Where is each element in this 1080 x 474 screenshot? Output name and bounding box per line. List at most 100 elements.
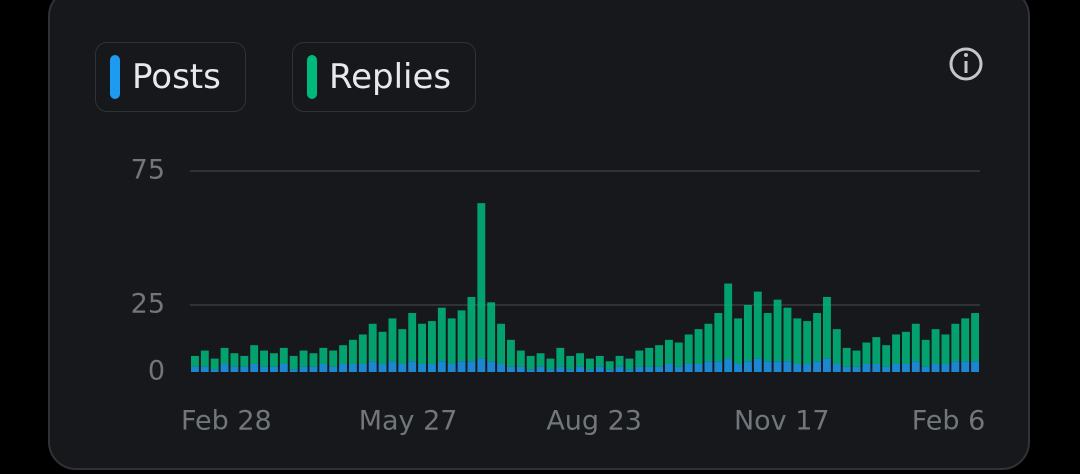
bar (378, 363, 387, 372)
legend-label: Replies (329, 57, 452, 97)
bar (358, 334, 367, 364)
bar (388, 361, 397, 372)
bar (605, 361, 614, 370)
x-tick-label: Feb 6 (912, 406, 986, 437)
bar (714, 361, 723, 372)
bar (487, 302, 496, 362)
bar (477, 358, 486, 372)
bar (803, 363, 812, 372)
bar (516, 350, 525, 367)
info-icon[interactable] (949, 47, 983, 81)
y-tick-label: 25 (131, 289, 165, 320)
bar (674, 366, 683, 372)
bar (447, 363, 456, 372)
bar (526, 369, 535, 372)
bar (882, 345, 891, 367)
bar (585, 358, 594, 370)
bar (418, 363, 427, 372)
bar (892, 334, 901, 364)
bar (220, 347, 229, 364)
legend-label: Posts (132, 57, 221, 97)
bar (763, 361, 772, 372)
bar (941, 363, 950, 372)
bar (299, 366, 308, 372)
bar (348, 363, 357, 372)
bar (289, 355, 298, 370)
bar (793, 363, 802, 372)
bar (734, 318, 743, 364)
bar (546, 369, 555, 372)
legend-posts[interactable]: Posts (95, 42, 246, 112)
bar (309, 353, 318, 367)
bar (753, 358, 762, 372)
x-tick-label: Nov 17 (734, 406, 830, 437)
bar (822, 358, 831, 372)
bar (230, 353, 239, 367)
bar (526, 355, 535, 370)
bar (931, 329, 940, 364)
bar (319, 363, 328, 372)
bar (901, 331, 910, 364)
bar (832, 329, 841, 364)
swatch (110, 55, 120, 99)
bar (645, 347, 654, 367)
bar (773, 299, 782, 362)
bar (615, 366, 624, 372)
bar (388, 318, 397, 362)
bar (961, 361, 970, 372)
bar (269, 353, 278, 367)
bar (832, 363, 841, 372)
bar (862, 363, 871, 372)
bar (497, 323, 506, 364)
bar (210, 358, 219, 370)
bar (734, 363, 743, 372)
bar (398, 329, 407, 364)
bar (872, 337, 881, 364)
bar (250, 345, 259, 364)
bar (457, 310, 466, 362)
bar (566, 355, 575, 370)
bar (368, 361, 377, 372)
bar (921, 339, 930, 367)
bar (842, 366, 851, 372)
bar (822, 296, 831, 359)
bar (536, 366, 545, 372)
bar (240, 366, 249, 372)
bar (427, 363, 436, 372)
bar (704, 323, 713, 362)
bar (625, 358, 634, 370)
bar (309, 366, 318, 372)
bar (813, 313, 822, 362)
bar (911, 323, 920, 362)
bar (645, 366, 654, 372)
bar (664, 339, 673, 364)
bar (743, 361, 752, 372)
bar (882, 366, 891, 372)
bar (556, 366, 565, 372)
bar (872, 363, 881, 372)
bar (803, 321, 812, 364)
bar (763, 313, 772, 362)
bar (595, 355, 604, 367)
bar (605, 369, 614, 372)
bar (457, 361, 466, 372)
bar (783, 307, 792, 362)
bar (556, 347, 565, 367)
bar (398, 363, 407, 372)
bar (704, 361, 713, 372)
bar (427, 321, 436, 364)
bar (210, 369, 219, 372)
bar (408, 361, 417, 372)
bar (378, 331, 387, 364)
bar (655, 366, 664, 372)
bar (348, 339, 357, 364)
bar (773, 361, 782, 372)
bar (339, 345, 348, 364)
legend-replies[interactable]: Replies (292, 42, 476, 112)
bar (911, 361, 920, 372)
bar (467, 296, 476, 362)
bar (200, 350, 209, 367)
bar (635, 366, 644, 372)
